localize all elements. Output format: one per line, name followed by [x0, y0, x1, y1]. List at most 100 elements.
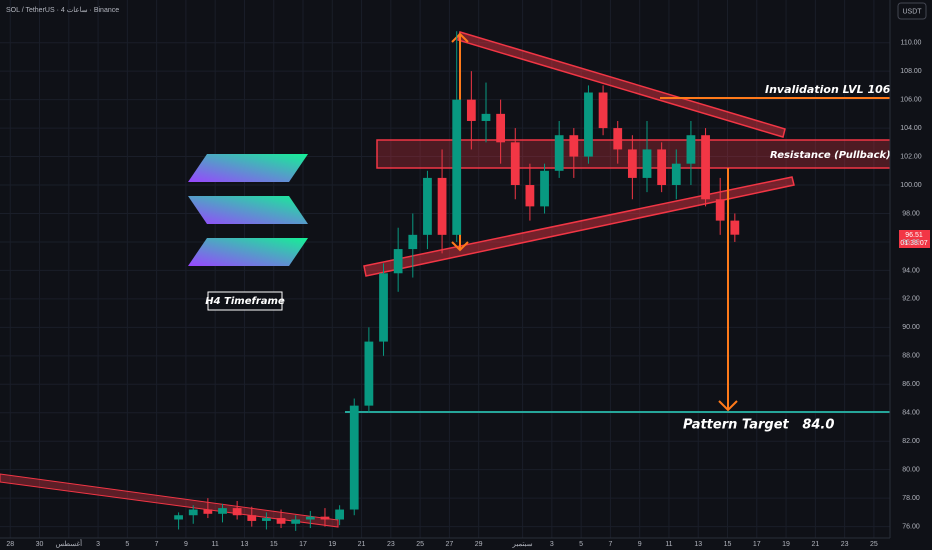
- candle-body: [408, 234, 418, 250]
- y-tick-label: 110.00: [901, 40, 922, 47]
- candle-body: [393, 249, 403, 274]
- y-tick-label: 102.00: [900, 153, 922, 160]
- x-tick-label: سبتمبر: [512, 541, 533, 548]
- x-tick-label: 9: [638, 541, 642, 548]
- x-tick-label: 5: [579, 541, 583, 548]
- candle-body: [218, 508, 227, 514]
- x-tick-label: 15: [724, 541, 732, 548]
- y-tick-label: 92.00: [902, 296, 920, 303]
- x-tick-label: 25: [870, 541, 878, 548]
- candle-body: [598, 92, 608, 129]
- target-arrow: [718, 168, 738, 412]
- invalidation-label: Invalidation LVL 106.0: [765, 83, 903, 96]
- price-tag: [899, 230, 930, 248]
- lower-trend-line: [363, 176, 795, 277]
- candle-body: [349, 405, 359, 510]
- x-tick-label: 23: [387, 541, 395, 548]
- candle-body: [525, 185, 535, 207]
- candle-body: [291, 519, 301, 524]
- timeframe-box: [207, 291, 283, 311]
- candle-body: [510, 142, 520, 186]
- candle-body: [584, 92, 593, 157]
- x-tick-label: 19: [782, 541, 790, 548]
- upper-trend-line: [457, 31, 786, 138]
- x-tick-label: 17: [299, 541, 307, 548]
- x-tick-label: 13: [694, 541, 702, 548]
- x-tick-label: 17: [753, 541, 761, 548]
- x-tick-label: 11: [665, 541, 672, 548]
- grid: [0, 0, 890, 538]
- y-tick-label: 100.00: [900, 182, 922, 189]
- candle-body: [305, 516, 315, 520]
- x-tick-label: 28: [6, 541, 14, 548]
- y-tick-label: 88.00: [902, 353, 920, 360]
- x-tick-label: 21: [358, 541, 366, 548]
- y-tick-label: 108.00: [900, 68, 922, 75]
- candle-body: [481, 113, 491, 121]
- candles: [174, 31, 740, 531]
- candle-body: [203, 509, 213, 514]
- candle-body: [247, 515, 257, 521]
- y-tick-label: 82.00: [902, 438, 920, 445]
- candle-body: [701, 135, 710, 200]
- x-tick-label: 29: [475, 541, 483, 548]
- candle-body: [554, 135, 564, 171]
- solana-logo: [188, 154, 308, 266]
- price-label: 96.51: [905, 232, 923, 239]
- x-tick-label: 7: [608, 541, 612, 548]
- y-tick-label: 76.00: [902, 523, 920, 530]
- trend-line: [0, 473, 339, 528]
- y-tick-label: 90.00: [902, 324, 920, 331]
- x-tick-label: أغسطس: [56, 538, 83, 548]
- candle-body: [715, 199, 725, 221]
- currency-label: USDT: [902, 8, 922, 15]
- countdown-label: 01:38:07: [900, 240, 927, 247]
- x-tick-label: 13: [241, 541, 249, 548]
- x-tick-label: 7: [155, 541, 159, 548]
- candle-body: [671, 163, 681, 186]
- candle-body: [466, 99, 476, 121]
- candle-body: [686, 135, 696, 164]
- y-tick-label: 104.00: [900, 125, 922, 132]
- currency-button[interactable]: [897, 2, 927, 20]
- candle-body: [174, 515, 183, 520]
- candle-body: [320, 516, 330, 520]
- x-tick-label: 11: [212, 541, 219, 548]
- y-tick-label: 98.00: [902, 210, 920, 217]
- candle-body: [364, 341, 374, 406]
- y-tick-label: 80.00: [902, 467, 920, 474]
- x-tick-label: 30: [36, 541, 44, 548]
- candle-body: [540, 170, 549, 207]
- target-label: Pattern Target 84.0: [683, 418, 834, 433]
- candle-body: [232, 508, 242, 516]
- price-axis: [890, 0, 932, 550]
- y-tick-label: 106.00: [900, 96, 922, 103]
- y-tick-label: 86.00: [902, 381, 920, 388]
- candle-body: [642, 149, 652, 178]
- candle-body: [276, 518, 286, 524]
- candle-body: [452, 99, 462, 235]
- candle-body: [569, 135, 579, 157]
- x-tick-label: 27: [445, 541, 453, 548]
- y-tick-label: 84.00: [902, 410, 920, 417]
- candle-body: [437, 177, 447, 235]
- resistance-label: Resistance (Pullback): [770, 150, 891, 161]
- candle-body: [335, 509, 344, 520]
- candle-body: [613, 128, 623, 150]
- x-tick-label: 25: [416, 541, 424, 548]
- x-tick-label: 3: [96, 541, 100, 548]
- x-tick-label: 15: [270, 541, 278, 548]
- candle-body: [730, 220, 740, 235]
- x-tick-label: 23: [841, 541, 849, 548]
- timeframe-label: H4 Timeframe: [205, 296, 285, 307]
- candle-body: [657, 149, 667, 186]
- axes: 76.00 78.00 80.00 82.00 84.00 86.00 88.00 90.00…: [6, 40, 921, 548]
- y-tick-label: 94.00: [902, 267, 920, 274]
- symbol-title: SOL / TetherUS · 4 ساعات · Binance: [6, 6, 119, 14]
- candle-body: [423, 177, 432, 235]
- x-tick-label: 5: [125, 541, 129, 548]
- x-tick-label: 3: [550, 541, 554, 548]
